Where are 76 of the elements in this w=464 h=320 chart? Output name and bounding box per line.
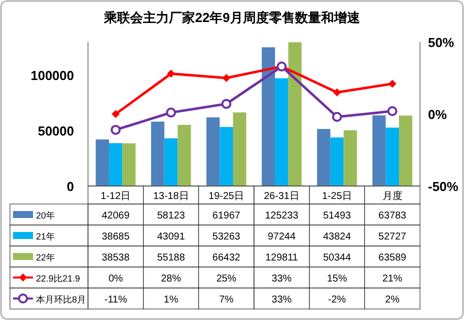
y2-tick-label: 50% bbox=[428, 35, 454, 50]
data-label: 38685 bbox=[102, 232, 130, 242]
data-label: 63783 bbox=[378, 210, 407, 222]
data-label: 33% bbox=[272, 274, 292, 284]
x-tick-label: 1-12日 bbox=[100, 191, 131, 202]
point bbox=[387, 106, 398, 116]
data-label: 43824 bbox=[323, 232, 352, 242]
chart-title: 乘联会主力厂家22年9月周度零售数量和增速 bbox=[103, 10, 361, 25]
point bbox=[388, 80, 396, 88]
bar bbox=[151, 122, 164, 186]
data-label: 2% bbox=[385, 294, 400, 306]
data-label: 50344 bbox=[323, 252, 352, 264]
data-label: 66432 bbox=[212, 252, 241, 264]
data-label: 52727 bbox=[378, 232, 407, 242]
bar bbox=[206, 117, 220, 186]
y2-tick-label: 0% bbox=[428, 107, 448, 122]
bar bbox=[164, 138, 178, 186]
bar bbox=[122, 143, 136, 186]
point bbox=[333, 88, 341, 96]
y2-tick-label: -50% bbox=[428, 179, 459, 194]
bar bbox=[178, 124, 191, 186]
point bbox=[110, 124, 121, 135]
y-tick-label: 0 bbox=[66, 179, 74, 194]
bar bbox=[220, 127, 233, 186]
data-label: 125233 bbox=[264, 210, 299, 222]
bar bbox=[275, 78, 288, 186]
bar bbox=[344, 130, 357, 186]
data-label: 33% bbox=[272, 294, 292, 306]
bar bbox=[232, 112, 246, 186]
x-tick-label: 1-25日 bbox=[322, 191, 352, 202]
data-label: 38538 bbox=[102, 252, 130, 264]
legend-label: 22年 bbox=[36, 252, 56, 262]
y-tick-label: 50000 bbox=[38, 124, 74, 139]
x-tick-label: 月度 bbox=[382, 190, 402, 202]
data-label: 58123 bbox=[157, 210, 186, 222]
bar bbox=[317, 128, 330, 186]
data-label: 129811 bbox=[265, 252, 298, 264]
data-label: 28% bbox=[160, 274, 182, 284]
data-label: 61967 bbox=[212, 210, 241, 222]
bar bbox=[96, 139, 110, 186]
legend-label: 本月环比8月 bbox=[36, 294, 86, 304]
data-label: 21% bbox=[382, 274, 402, 284]
point bbox=[332, 112, 342, 122]
point bbox=[167, 70, 175, 78]
data-label: -2% bbox=[328, 294, 346, 306]
data-label: 0% bbox=[108, 274, 123, 284]
data-label: 1% bbox=[164, 294, 178, 306]
data-label: 53263 bbox=[212, 232, 241, 242]
y-tick-label: 100000 bbox=[30, 68, 74, 84]
legend-label: 22.9比21.9 bbox=[36, 274, 80, 284]
data-label: 97244 bbox=[268, 232, 296, 242]
data-label: 7% bbox=[219, 294, 234, 306]
legend-label: 20年 bbox=[36, 210, 56, 220]
point bbox=[222, 74, 230, 82]
legend-label: 21年 bbox=[36, 232, 56, 242]
data-label: 15% bbox=[326, 274, 348, 284]
bar bbox=[262, 47, 276, 186]
bar bbox=[288, 42, 302, 186]
data-label: -11% bbox=[104, 294, 128, 306]
data-label: 51493 bbox=[323, 210, 352, 222]
bar bbox=[398, 116, 412, 186]
point bbox=[112, 110, 120, 118]
data-label: 43091 bbox=[157, 232, 186, 242]
data-label: 25% bbox=[216, 274, 236, 284]
data-label: 55188 bbox=[157, 252, 186, 264]
point bbox=[166, 108, 176, 118]
bar bbox=[372, 115, 386, 186]
bar bbox=[109, 143, 122, 186]
x-tick-label: 13-18日 bbox=[153, 191, 189, 202]
point bbox=[221, 98, 232, 109]
bar bbox=[386, 128, 399, 186]
bar bbox=[330, 137, 344, 186]
x-tick-label: 19-25日 bbox=[208, 191, 244, 202]
data-label: 42069 bbox=[102, 210, 130, 222]
data-label: 63589 bbox=[378, 252, 407, 264]
x-tick-label: 26-31日 bbox=[264, 191, 300, 202]
